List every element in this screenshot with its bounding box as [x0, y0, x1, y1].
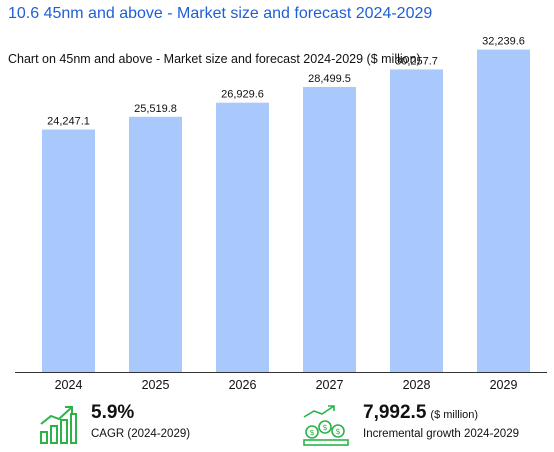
incremental-unit: ($ million) — [430, 409, 479, 421]
x-tick-2025: 2025 — [142, 378, 170, 392]
data-label-2025: 25,519.8 — [134, 103, 177, 115]
incremental-value: 7,992.5 — [363, 402, 427, 423]
data-label-2029: 32,239.6 — [482, 36, 525, 48]
data-label-2027: 28,499.5 — [308, 73, 351, 85]
chart-subtitle: Chart on 45nm and above - Market size an… — [8, 52, 421, 66]
incremental-kpi: 7,992.5 ($ million) Incremental growth 20… — [363, 402, 519, 440]
svg-text:$: $ — [322, 423, 327, 432]
data-label-2028: 30,257.7 — [395, 55, 438, 67]
x-tick-2026: 2026 — [229, 378, 257, 392]
growth-bars-icon — [40, 406, 77, 444]
bar-2025 — [129, 116, 182, 372]
bar-2024 — [42, 129, 95, 372]
data-label-2024: 24,247.1 — [47, 116, 90, 128]
cagr-value: 5.9% — [91, 402, 135, 423]
bar-2027 — [303, 87, 356, 372]
x-tick-2024: 2024 — [55, 378, 83, 392]
svg-text:$: $ — [309, 428, 314, 437]
svg-text:$: $ — [335, 427, 340, 436]
cagr-label: CAGR (2024-2029) — [91, 428, 191, 440]
incremental-label: Incremental growth 2024-2029 — [363, 428, 519, 440]
bar-2026 — [216, 102, 269, 372]
x-tick-2027: 2027 — [316, 378, 344, 392]
data-label-2026: 26,929.6 — [221, 89, 264, 101]
section-title: 10.6 45nm and above - Market size and fo… — [8, 5, 433, 22]
bar-2028 — [390, 69, 443, 372]
money-growth-icon: $ $ $ — [303, 405, 349, 446]
bar-2029 — [477, 49, 530, 372]
x-tick-2029: 2029 — [490, 378, 518, 392]
x-tick-2028: 2028 — [403, 378, 431, 392]
cagr-kpi: 5.9% CAGR (2024-2029) — [91, 402, 190, 440]
bar-chart: 24,247.1 2024 25,519.8 2025 26,929.6 2026 28,4… — [15, 36, 547, 392]
